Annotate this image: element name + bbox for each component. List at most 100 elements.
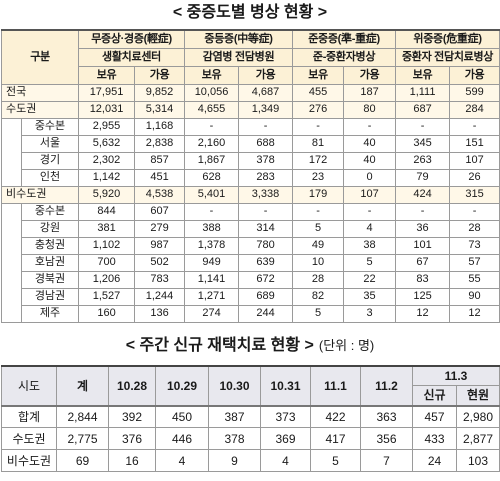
header-severity-critical: 위중증(危重症) bbox=[395, 29, 500, 49]
critical-held-cell: 83 bbox=[395, 270, 451, 289]
mild-held-cell: 1,206 bbox=[78, 270, 136, 289]
region-label: 전국 bbox=[0, 83, 80, 102]
critical-held-cell: 36 bbox=[395, 219, 451, 238]
moderate-available-cell: 688 bbox=[238, 134, 294, 153]
semi-critical-available-cell: 35 bbox=[343, 287, 397, 306]
daily-count-cell: 378 bbox=[208, 427, 261, 450]
header-region: 시도 bbox=[1, 365, 57, 406]
moderate-held-cell: 2,160 bbox=[184, 134, 240, 153]
bed-status-body: 전국 17,951 9,852 10,056 4,687 455 187 1,111 599 수도… bbox=[0, 83, 500, 323]
indent-spacer bbox=[1, 202, 22, 323]
header-severity-semi-critical: 준중증(準-重症) bbox=[292, 29, 397, 49]
moderate-held-cell: 10,056 bbox=[184, 83, 240, 102]
mild-available-cell: 9,852 bbox=[134, 83, 186, 102]
sub-region-label: 서울 bbox=[20, 134, 80, 153]
critical-available-cell: 107 bbox=[449, 151, 500, 170]
semi-critical-available-cell: 187 bbox=[343, 83, 397, 102]
critical-available-cell: 12 bbox=[449, 304, 500, 323]
critical-available-cell: 26 bbox=[449, 168, 500, 187]
critical-held-cell: 424 bbox=[395, 185, 451, 204]
mild-available-cell: 451 bbox=[134, 168, 186, 187]
mild-available-cell: 502 bbox=[134, 253, 186, 272]
table-row: 수도권 12,031 5,314 4,655 1,349 276 80 687 284 bbox=[0, 100, 500, 119]
semi-critical-held-cell: 5 bbox=[292, 304, 345, 323]
sub-region-label: 중수본 bbox=[20, 117, 80, 136]
header-held: 보유 bbox=[78, 65, 136, 85]
header-total: 계 bbox=[56, 365, 109, 406]
total-cell: 2,844 bbox=[56, 404, 109, 428]
mild-available-cell: 857 bbox=[134, 151, 186, 170]
header-severity-mild: 무증상·경증(輕症) bbox=[78, 29, 186, 49]
table-row: 인천 1,142 451 628 283 23 0 79 26 bbox=[2, 168, 500, 187]
region-label: 비수도권 bbox=[0, 185, 80, 204]
mild-held-cell: 2,302 bbox=[78, 151, 136, 170]
moderate-available-cell: 4,687 bbox=[238, 83, 294, 102]
moderate-held-cell: - bbox=[184, 117, 240, 136]
semi-critical-available-cell: 40 bbox=[343, 151, 397, 170]
semi-critical-available-cell: 5 bbox=[343, 253, 397, 272]
moderate-available-cell: 244 bbox=[238, 304, 294, 323]
mild-held-cell: 700 bbox=[78, 253, 136, 272]
header-available: 가용 bbox=[238, 65, 294, 85]
semi-critical-held-cell: 82 bbox=[292, 287, 345, 306]
header-facility-treatment-center: 생활치료센터 bbox=[78, 47, 186, 67]
moderate-held-cell: 949 bbox=[184, 253, 240, 272]
sub-region-label: 충청권 bbox=[20, 236, 80, 255]
latest-new-cell: 457 bbox=[412, 404, 457, 428]
critical-held-cell: 125 bbox=[395, 287, 451, 306]
header-available: 가용 bbox=[449, 65, 500, 85]
header-held: 보유 bbox=[292, 65, 345, 85]
table-row: 중수본 2,955 1,168- - - - - - bbox=[1, 117, 500, 187]
daily-count-cell: 356 bbox=[360, 427, 413, 450]
home-care-body: 합계 2,844 392 450 387 373 422 363 457 2,980 수도권 2,77… bbox=[1, 404, 500, 472]
semi-critical-held-cell: 49 bbox=[292, 236, 345, 255]
unit-note: (단위 : 명) bbox=[318, 337, 375, 353]
moderate-held-cell: 274 bbox=[184, 304, 240, 323]
moderate-available-cell: 689 bbox=[238, 287, 294, 306]
table-row: 비수도권 5,920 4,538 5,401 3,338 179 107 424 315 bbox=[0, 185, 500, 204]
region-label: 합계 bbox=[1, 404, 57, 428]
header-current: 현원 bbox=[455, 385, 500, 406]
mild-available-cell: 279 bbox=[134, 219, 186, 238]
latest-current-cell: 2,980 bbox=[455, 404, 500, 428]
mild-available-cell: 987 bbox=[134, 236, 186, 255]
home-care-heading: < 주간 신규 재택치료 현황 > (단위 : 명) bbox=[0, 335, 500, 357]
daily-count-cell: 4 bbox=[260, 449, 311, 472]
bed-status-header: 구분 무증상·경증(輕症) 중등증(中等症) 준중증(準-重症) 위중증(危重症… bbox=[0, 29, 500, 85]
latest-current-cell: 103 bbox=[455, 449, 500, 472]
table-row: 경남권 1,527 1,244 1,271 689 82 35 125 90 bbox=[2, 287, 500, 306]
moderate-available-cell: 672 bbox=[238, 270, 294, 289]
critical-available-cell: - bbox=[449, 202, 500, 221]
moderate-available-cell: - bbox=[238, 202, 294, 221]
moderate-held-cell: 1,378 bbox=[184, 236, 240, 255]
table-row: 중수본 844 607- - - - - - bbox=[1, 202, 500, 323]
moderate-available-cell: 639 bbox=[238, 253, 294, 272]
mild-held-cell: 5,920 bbox=[78, 185, 136, 204]
daily-count-cell: 4 bbox=[155, 449, 209, 472]
moderate-held-cell: 388 bbox=[184, 219, 240, 238]
critical-held-cell: - bbox=[395, 202, 451, 221]
header-held: 보유 bbox=[395, 65, 451, 85]
header-date: 10.29 bbox=[155, 365, 209, 406]
critical-available-cell: 90 bbox=[449, 287, 500, 306]
latest-current-cell: 2,877 bbox=[455, 427, 500, 450]
critical-held-cell: 12 bbox=[395, 304, 451, 323]
daily-count-cell: 417 bbox=[310, 427, 361, 450]
header-date: 10.31 bbox=[260, 365, 311, 406]
table-row: 경북권 1,206 783 1,141 672 28 22 83 55 bbox=[2, 270, 500, 289]
mild-held-cell: 1,527 bbox=[78, 287, 136, 306]
mild-available-cell: 136 bbox=[134, 304, 186, 323]
sub-region-label: 경기 bbox=[20, 151, 80, 170]
semi-critical-held-cell: 455 bbox=[292, 83, 345, 102]
table-row: 충청권 1,102 987 1,378 780 49 38 101 73 bbox=[2, 236, 500, 255]
daily-count-cell: 446 bbox=[155, 427, 209, 450]
header-facility-semi-icu-beds: 준-중환자병상 bbox=[292, 47, 397, 67]
daily-count-cell: 422 bbox=[310, 404, 361, 428]
critical-available-cell: 73 bbox=[449, 236, 500, 255]
header-date-latest: 11.3 bbox=[411, 365, 500, 386]
bed-status-table: 구분 무증상·경증(輕症) 중등증(中等症) 준중증(準-重症) 위중증(危重症… bbox=[0, 29, 500, 323]
daily-count-cell: 16 bbox=[108, 449, 156, 472]
semi-critical-available-cell: - bbox=[343, 117, 397, 136]
sub-region-label: 중수본 bbox=[20, 202, 80, 221]
semi-critical-held-cell: - bbox=[292, 117, 345, 136]
